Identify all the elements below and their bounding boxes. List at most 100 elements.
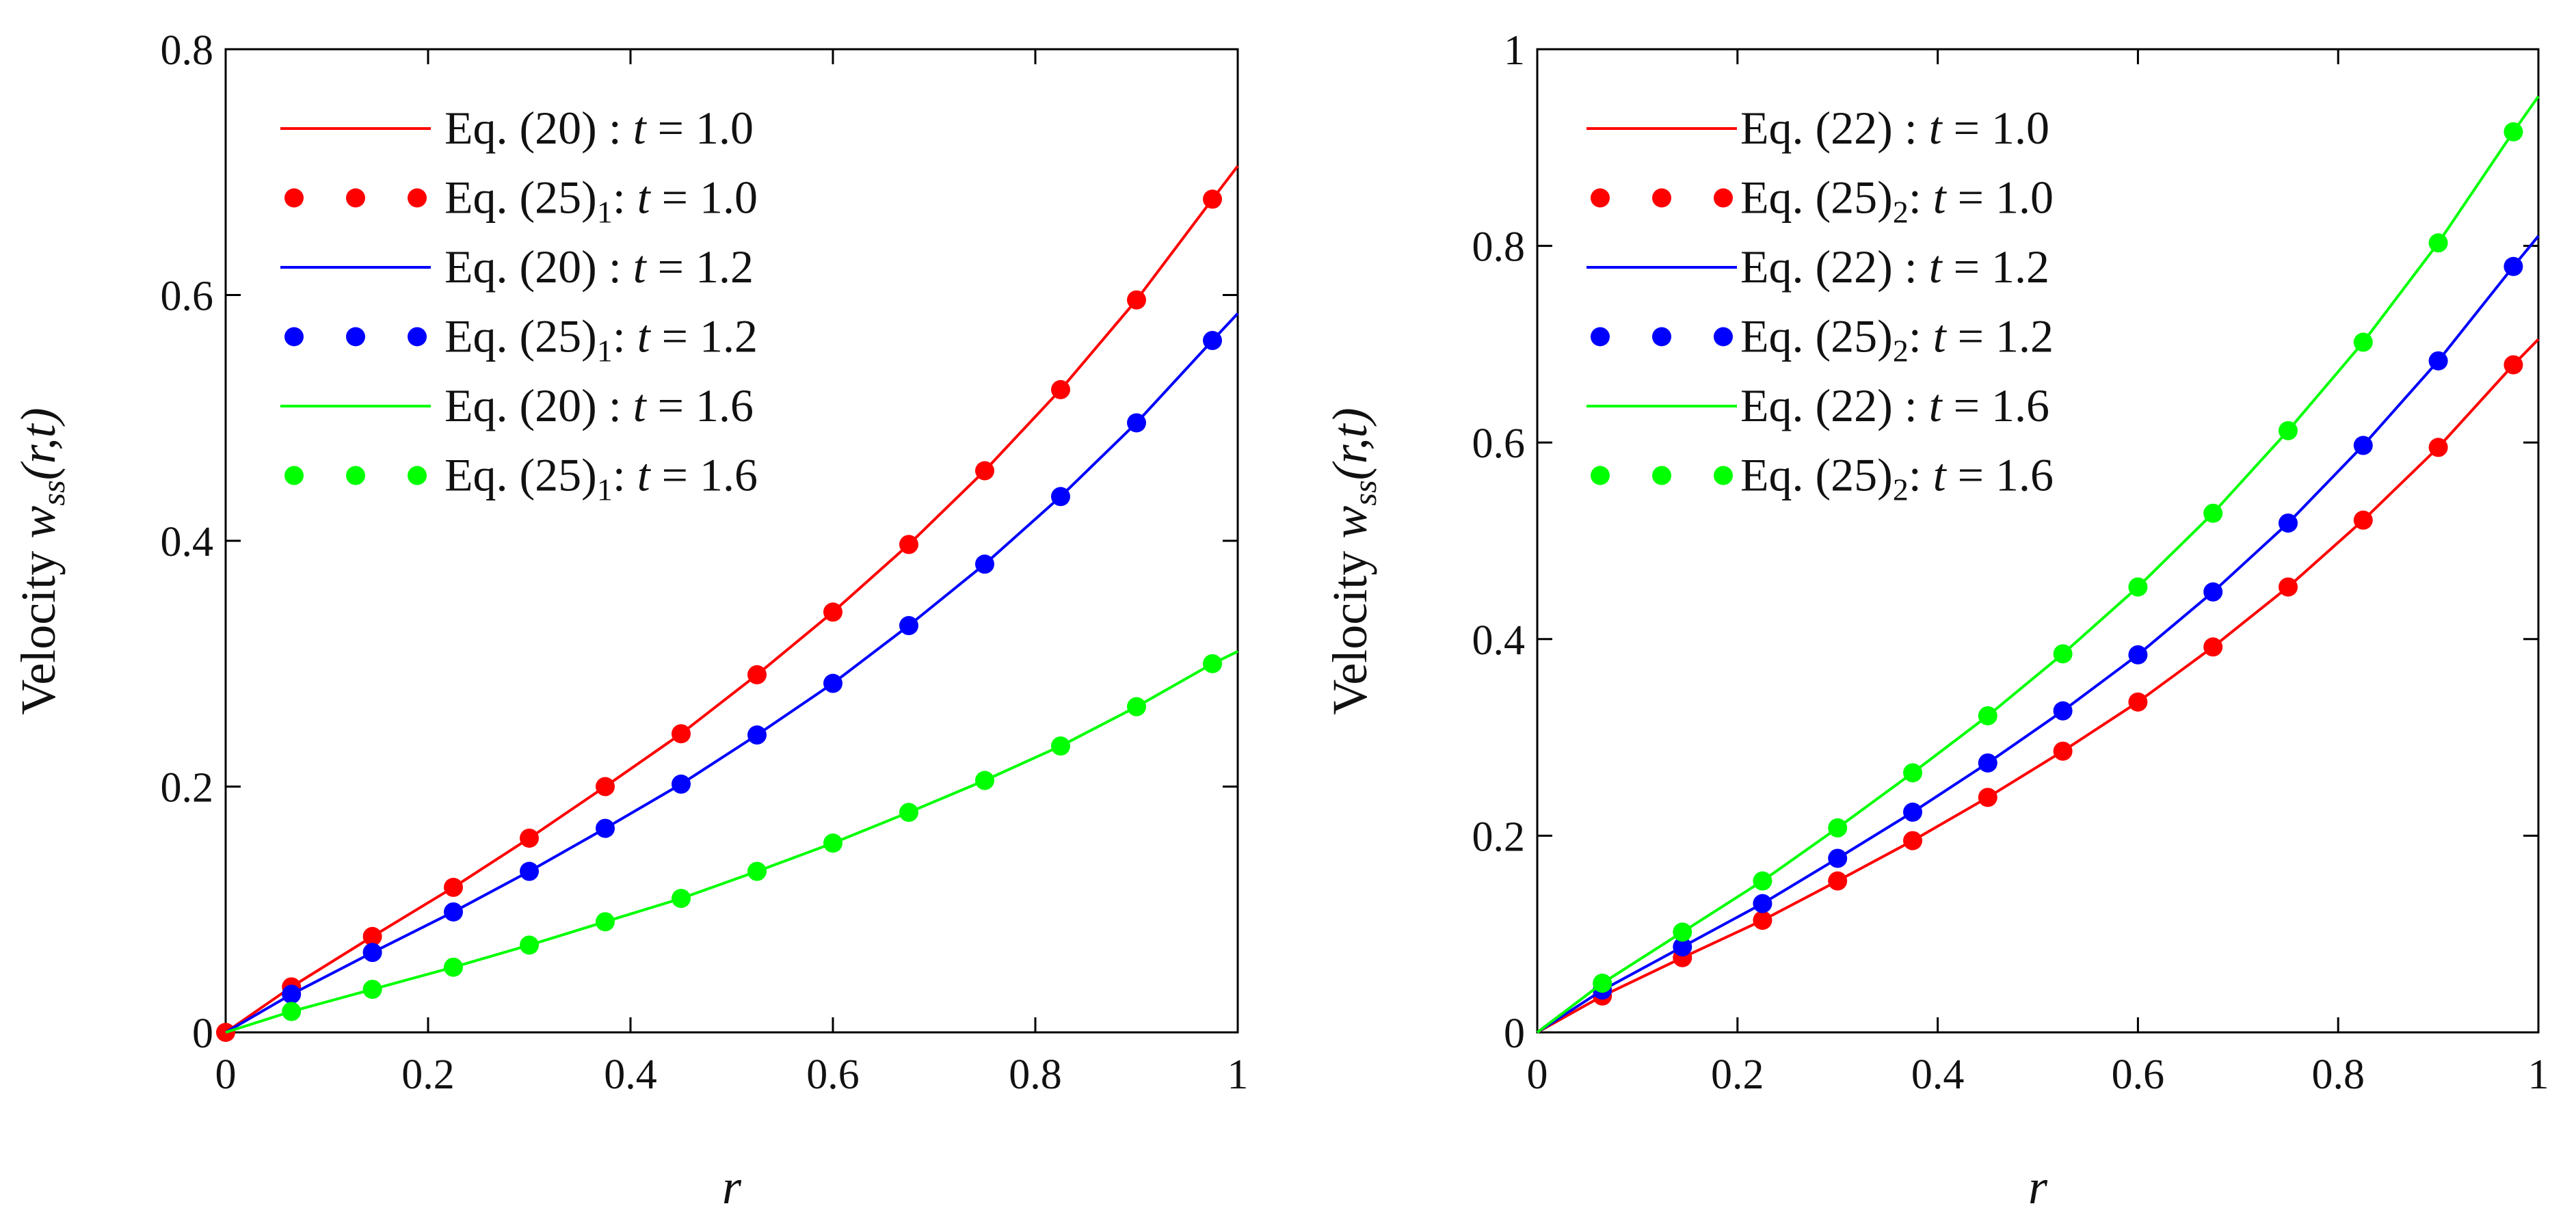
legend-entry-6: Eq. (25)2: t = 1.6 [1591,449,2054,507]
data-point [1051,487,1070,507]
legend-label: Eq. (20) : t = 1.2 [444,241,754,293]
data-point [2279,577,2298,597]
data-point [2504,355,2523,375]
x-tick-label: 0.6 [2112,1052,2165,1098]
data-point [1593,974,1612,993]
legend-label: Eq. (25)1: t = 1.2 [444,310,758,369]
legend-label: Eq. (22) : t = 1.0 [1740,102,2049,154]
data-point [1828,818,1848,838]
x-tick-label: 0.8 [1009,1052,1062,1098]
chart-panel-2: 0 0.2 0.4 0.6 0.8 1 0 0.2 0.4 0.6 0.8 1 r Velocity ws… [1323,27,2549,1214]
series-2 [1593,355,2523,1006]
legend-entry-5: Eq. (20) : t = 1.6 [280,379,754,431]
data-point [2279,420,2298,440]
series-6 [1593,122,2523,993]
y-tick-label: 0.4 [161,519,214,565]
series-line [225,650,1238,1034]
data-point [520,828,539,848]
series-5 [1536,95,2540,1034]
legend-label: Eq. (25)2: t = 1.2 [1740,310,2054,369]
y-tick-label: 0.6 [161,273,214,320]
y-tick-label: 0.8 [1472,224,1526,271]
data-point [2428,351,2448,371]
data-point [1127,290,1146,310]
y-tick-label: 0 [1504,1010,1525,1057]
data-point [444,902,463,922]
legend-dot-swatch [346,327,365,347]
legend-dot-swatch [284,327,304,347]
data-point [1978,706,1997,725]
data-point [975,554,994,574]
data-point [1203,654,1222,673]
data-point [975,771,994,790]
legend-dot-swatch [408,188,427,208]
data-point [1903,763,1922,783]
legend-dot-swatch [1652,466,1671,485]
legend-dot-swatch [1652,188,1671,208]
data-point [1203,189,1222,209]
y-tick-label: 0.2 [1472,814,1526,860]
data-point [2504,256,2523,276]
legend-dot-swatch [284,466,304,485]
x-tick-label: 0.4 [1911,1052,1965,1098]
data-point [1828,871,1848,891]
data-point [2353,510,2373,530]
data-point [672,774,691,794]
x-axis-label: r [722,1160,742,1214]
data-point [2203,582,2223,602]
y-tick-label: 0 [192,1010,213,1057]
series-5 [225,650,1238,1034]
data-point [1673,922,1692,942]
y-axis-label: Velocity wss(r,t) [1323,407,1383,714]
data-point [362,980,382,1000]
data-point [2428,438,2448,457]
data-point [2128,577,2148,597]
data-point [1127,413,1146,433]
legend-dot-swatch [1714,466,1733,485]
legend-dot-swatch [1591,188,1610,208]
data-point [747,665,767,684]
legend-entry-2: Eq. (25)1: t = 1.0 [284,172,758,230]
y-tick-label: 0.2 [161,765,214,812]
data-point [1903,802,1922,822]
data-point [444,957,463,977]
data-point [596,818,615,838]
data-point [975,461,994,481]
y-tick-label: 0.4 [1472,617,1526,664]
legend-entry-1: Eq. (22) : t = 1.0 [1586,102,2049,154]
legend-label: Eq. (25)1: t = 1.6 [444,449,758,507]
y-tick-label: 0.8 [161,27,214,74]
x-tick-label: 0.2 [401,1052,455,1098]
legend-entry-4: Eq. (25)2: t = 1.2 [1591,310,2054,369]
series-4 [1593,256,2523,1000]
data-point [823,833,842,853]
data-point [2128,692,2148,712]
data-point [2504,122,2523,142]
data-point [520,861,539,881]
legend-label: Eq. (25)1: t = 1.0 [444,172,758,230]
data-point [1753,871,1772,891]
data-point [1753,894,1772,913]
data-point [2053,741,2073,761]
legend-entry-3: Eq. (22) : t = 1.2 [1586,241,2049,293]
data-point [1978,753,1997,773]
data-point [362,926,382,946]
x-tick-label: 0 [1527,1052,1548,1098]
data-point [282,985,302,1004]
data-point [899,616,918,636]
data-point [747,861,767,881]
data-point [2353,436,2373,455]
data-point [1127,697,1146,717]
legend-entry-3: Eq. (20) : t = 1.2 [280,241,754,293]
legend-dot-swatch [1591,327,1610,347]
legend-label: Eq. (20) : t = 1.6 [444,379,754,431]
legend-entry-6: Eq. (25)1: t = 1.6 [284,449,758,507]
data-point [823,673,842,693]
plot-frame [1536,48,2540,1034]
data-point [899,803,918,822]
data-point [2353,332,2373,352]
data-point [1828,848,1848,868]
data-point [1753,911,1772,930]
data-point [362,943,382,963]
legend-dot-swatch [1652,327,1671,347]
